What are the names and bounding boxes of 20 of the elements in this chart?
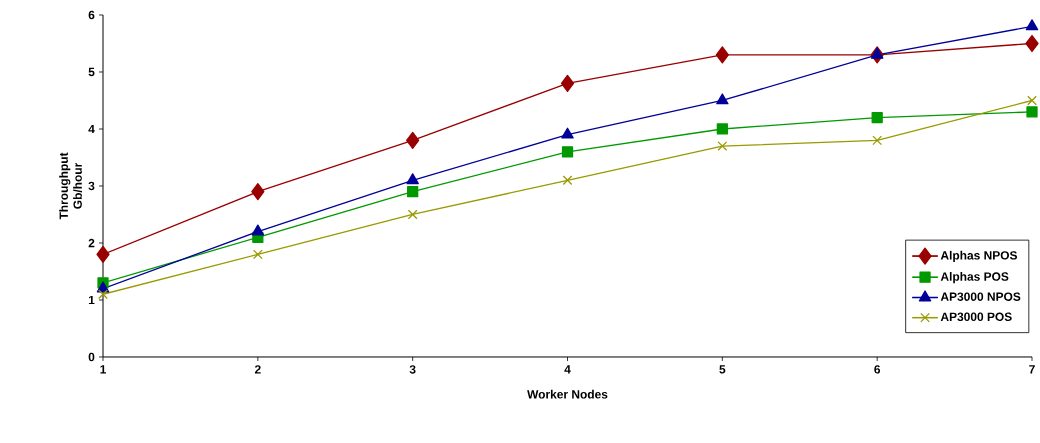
y-tick-label: 2 — [88, 238, 95, 248]
x-tick-label: 5 — [719, 365, 726, 374]
y-axis-title: Throughput Gb/hour — [59, 152, 83, 220]
y-tick-label: 1 — [88, 295, 95, 305]
legend-label: Alphas NPOS — [940, 250, 1018, 262]
x-axis-title: Worker Nodes — [527, 389, 608, 399]
x-tick-label: 6 — [874, 365, 881, 374]
y-tick-label: 3 — [88, 181, 95, 191]
x-tick-label: 7 — [1029, 365, 1035, 374]
y-tick-label: 4 — [88, 124, 95, 134]
x-tick-label: 1 — [100, 365, 106, 374]
y-tick-label: 0 — [88, 352, 95, 362]
x-tick-label: 4 — [564, 365, 571, 374]
y-tick-label: 5 — [88, 67, 95, 77]
x-tick-label: 3 — [409, 365, 416, 374]
y-tick-label: 6 — [88, 10, 95, 20]
legend-label: AP3000 POS — [940, 312, 1012, 322]
legend-label: Alphas POS — [940, 272, 1009, 284]
legend-label: AP3000 NPOS — [940, 292, 1021, 301]
x-tick-label: 2 — [254, 365, 261, 374]
